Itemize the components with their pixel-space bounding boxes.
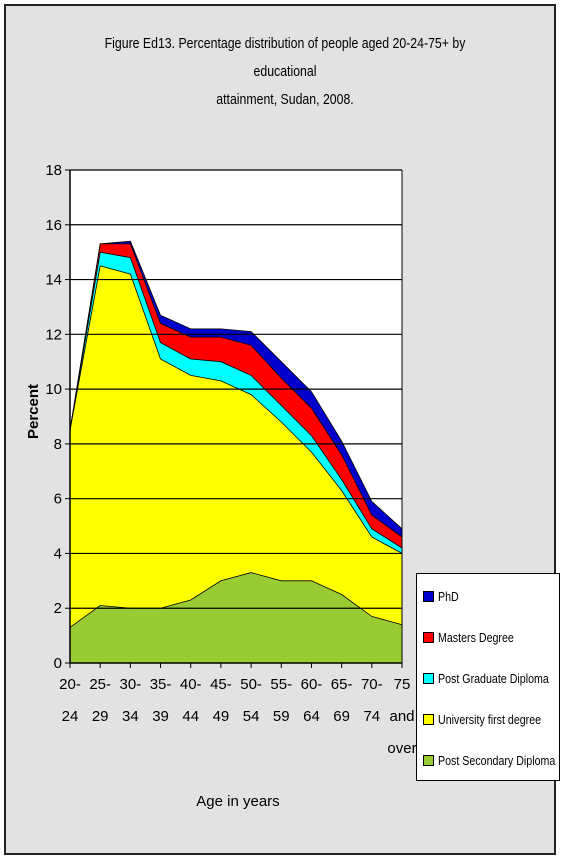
legend-label: University first degree: [438, 711, 542, 727]
legend-swatch: [423, 631, 434, 643]
legend-item-phd: PhD: [423, 586, 463, 606]
x-tick-label: 75: [394, 676, 411, 693]
legend-swatch: [423, 754, 434, 766]
y-tick-label: 18: [45, 162, 62, 179]
x-tick-label: and: [389, 708, 414, 725]
legend-label: Post Graduate Diploma: [438, 670, 549, 686]
series-boundary-line: [69, 243, 403, 538]
area-post-graduate-diploma: [70, 252, 402, 554]
x-tick-label: 34: [122, 708, 139, 725]
x-tick-label: 64: [303, 708, 320, 725]
x-tick-label: 54: [243, 708, 260, 725]
legend-item-masters-degree: Masters Degree: [423, 627, 530, 647]
x-tick-label: 30-: [120, 676, 142, 693]
x-tick-label: 50-: [240, 676, 262, 693]
area-phd: [70, 241, 402, 537]
legend-item-post-graduate-diploma: Post Graduate Diploma: [423, 668, 564, 688]
legend-item-post-secondary-diploma: Post Secondary Diploma: [423, 750, 564, 770]
legend-item-university-first-degree: University first degree: [423, 709, 564, 729]
legend-label: Post Secondary Diploma: [438, 752, 556, 768]
x-tick-label: 60-: [301, 676, 323, 693]
x-tick-label: 20-: [59, 676, 81, 693]
chart-legend: PhD Masters Degree Post Graduate Diploma Un…: [416, 573, 560, 781]
y-tick-label: 12: [45, 326, 62, 343]
x-tick-label: 65-: [331, 676, 353, 693]
area-masters-degree: [70, 243, 402, 548]
x-axis-title: Age in years: [196, 793, 279, 810]
legend-swatch: [423, 672, 434, 684]
x-tick-label: 74: [363, 708, 380, 725]
x-tick-label: 29: [92, 708, 109, 725]
y-tick-label: 8: [54, 436, 62, 453]
x-tick-label: 70-: [361, 676, 383, 693]
area-post-secondary-diploma: [70, 572, 402, 663]
y-tick-label: 0: [54, 655, 62, 672]
y-axis-title: Percent: [25, 384, 42, 439]
series-boundary-line: [69, 572, 403, 628]
x-tick-label: 40-: [180, 676, 202, 693]
legend-swatch: [423, 590, 434, 602]
legend-label: PhD: [438, 588, 459, 604]
legend-label: Masters Degree: [438, 629, 514, 645]
series-boundary-line: [69, 240, 403, 530]
x-tick-label: over: [387, 740, 416, 757]
y-tick-label: 16: [45, 217, 62, 234]
y-tick-label: 2: [54, 600, 62, 617]
y-tick-label: 10: [45, 381, 62, 398]
x-tick-label: 55-: [270, 676, 292, 693]
x-tick-label: 35-: [150, 676, 172, 693]
x-tick-label: 25-: [89, 676, 111, 693]
y-tick-label: 14: [45, 272, 62, 289]
legend-swatch: [423, 713, 434, 725]
chart-title: Figure Ed13. Percentage distribution of …: [92, 30, 477, 114]
chart-title-line-2: attainment, Sudan, 2008.: [216, 91, 354, 108]
chart-title-line-1: Figure Ed13. Percentage distribution of …: [104, 35, 466, 80]
x-tick-label: 44: [182, 708, 199, 725]
series-boundary-line: [69, 251, 403, 549]
x-tick-label: 45-: [210, 676, 232, 693]
series-boundary-line: [69, 265, 403, 554]
x-tick-label: 69: [333, 708, 350, 725]
x-tick-label: 39: [152, 708, 169, 725]
y-tick-label: 4: [54, 545, 62, 562]
x-tick-label: 59: [273, 708, 290, 725]
y-tick-label: 6: [54, 491, 62, 508]
x-tick-label: 24: [62, 708, 79, 725]
x-tick-label: 49: [213, 708, 230, 725]
area-university-first-degree: [70, 265, 402, 628]
